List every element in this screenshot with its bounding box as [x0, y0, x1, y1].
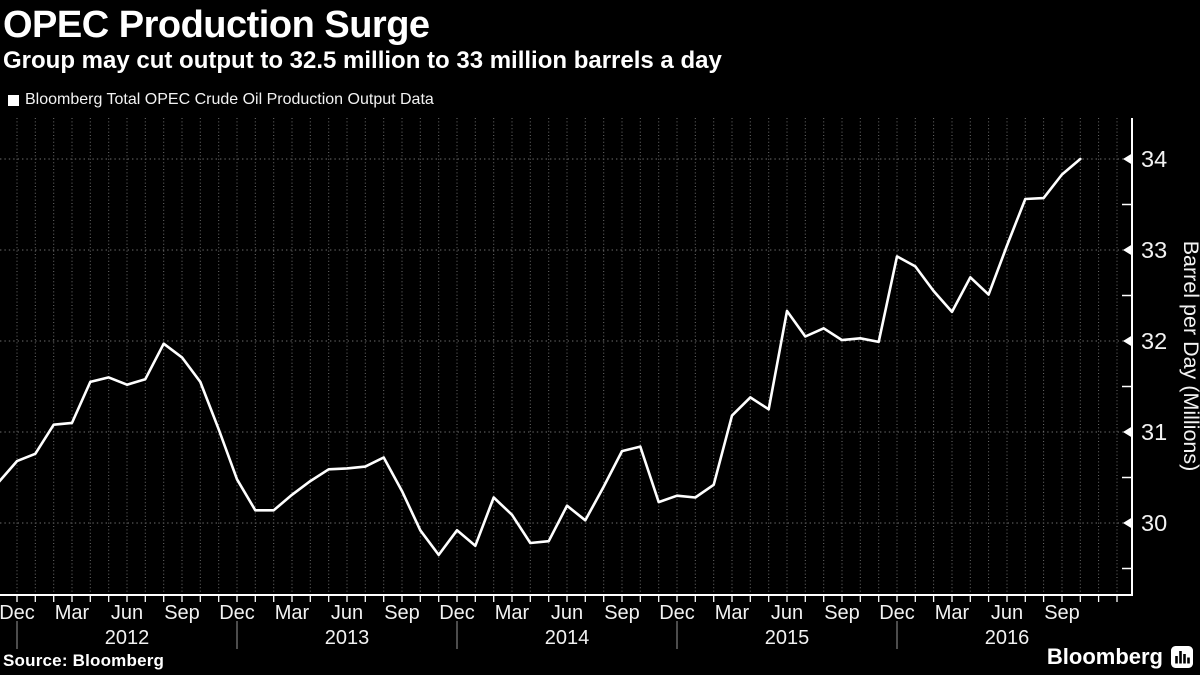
bloomberg-terminal-icon [1171, 646, 1193, 668]
legend: Bloomberg Total OPEC Crude Oil Productio… [8, 91, 434, 109]
year-separators [16, 621, 898, 649]
y-axis-tick-label: 30 [1141, 510, 1167, 536]
x-axis-quarter-label: Sep [164, 602, 200, 624]
y-axis-tick-arrow-icon [1123, 153, 1132, 165]
source-note: Source: Bloomberg [3, 651, 165, 670]
bloomberg-logo: Bloomberg [1047, 644, 1193, 670]
x-axis-quarter-label: Mar [935, 602, 970, 624]
horizontal-gridlines [0, 158, 1132, 524]
y-axis-tick-label: 33 [1141, 237, 1167, 263]
y-axis-tick-arrow-icon [1123, 335, 1132, 347]
legend-label: Bloomberg Total OPEC Crude Oil Productio… [25, 91, 434, 108]
y-axis-tick-label: 34 [1141, 146, 1167, 172]
y-axis-title-label: Barrel per Day (Millions) [1179, 241, 1200, 472]
x-quarter-labels: Dec Mar Jun Sep Dec Mar Jun Sep Dec Mar Jun Sep Dec M… [0, 602, 1080, 624]
y-axis-tick-arrow-icon [1123, 517, 1132, 529]
x-axis-quarter-label: Sep [824, 602, 860, 624]
x-axis-quarter-label: Jun [771, 602, 803, 624]
x-axis-quarter-label: Mar [55, 602, 90, 624]
x-axis-year-label: 2016 [985, 627, 1030, 649]
production-line [0, 157, 1082, 557]
y-axis-tick-label: 31 [1141, 419, 1167, 445]
x-axis-quarter-label: Jun [111, 602, 143, 624]
x-axis-quarter-label: Dec [439, 602, 475, 624]
x-axis-quarter-label: Sep [604, 602, 640, 624]
x-axis-quarter-label: Sep [1044, 602, 1080, 624]
x-axis-quarter-label: Sep [384, 602, 420, 624]
x-axis-quarter-label: Mar [275, 602, 310, 624]
y-axis-tick-label: 32 [1141, 328, 1167, 354]
x-axis-quarter-label: Mar [715, 602, 750, 624]
y-axis-tick-arrow-icon [1123, 426, 1132, 438]
x-axis-quarter-label: Jun [991, 602, 1023, 624]
x-tick-marks [16, 595, 1118, 602]
x-axis-quarter-label: Jun [551, 602, 583, 624]
bloomberg-wordmark: Bloomberg [1046, 644, 1163, 669]
x-axis-year-label: 2015 [765, 627, 810, 649]
x-axis-year-label: 2012 [105, 627, 150, 649]
y-tick-labels: 30 31 32 33 34 [1123, 146, 1167, 536]
x-axis-quarter-label: Dec [659, 602, 695, 624]
x-axis-quarter-label: Dec [0, 602, 35, 624]
page-title: OPEC Production Surge [3, 4, 430, 46]
x-axis-quarter-label: Jun [331, 602, 363, 624]
y-minor-ticks [1122, 203, 1132, 570]
opec-production-series [0, 157, 1082, 557]
x-axis-quarter-label: Mar [495, 602, 530, 624]
x-axis-year-label: 2014 [545, 627, 590, 649]
x-year-labels: 2012 2013 2014 2015 2016 [105, 627, 1030, 649]
x-axis-quarter-label: Dec [219, 602, 255, 624]
page-subtitle: Group may cut output to 32.5 million to … [3, 47, 722, 74]
y-axis-title: Barrel per Day (Millions) [1179, 241, 1200, 472]
x-axis-year-label: 2013 [325, 627, 370, 649]
legend-swatch-icon [8, 94, 19, 106]
x-axis-quarter-label: Dec [879, 602, 915, 624]
y-axis-tick-arrow-icon [1123, 244, 1132, 256]
